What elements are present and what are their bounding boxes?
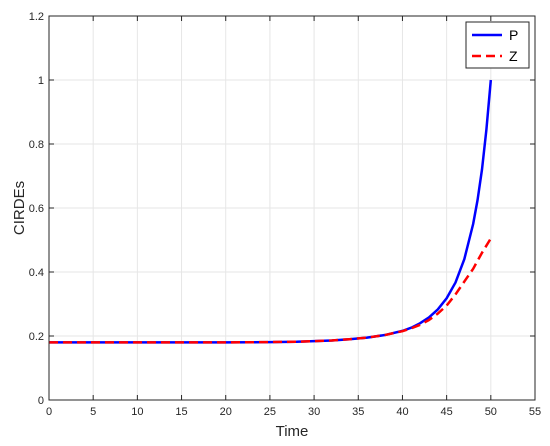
x-tick-label: 5 [90, 406, 96, 418]
x-tick-label: 45 [441, 406, 453, 418]
x-tick-label: 50 [485, 406, 497, 418]
y-tick-label: 0.4 [29, 267, 44, 279]
x-tick-label: 25 [264, 406, 276, 418]
x-tick-label: 40 [396, 406, 408, 418]
legend: PZ [465, 21, 530, 69]
legend-box [465, 21, 530, 69]
x-tick-label: 0 [46, 406, 52, 418]
series-line-z [49, 237, 492, 344]
x-axis-title: Time [276, 423, 309, 440]
legend-label-p: P [509, 27, 518, 43]
y-tick-label: 0.2 [29, 331, 44, 343]
legend-label-z: Z [509, 48, 518, 64]
x-tick-label: 35 [352, 406, 364, 418]
x-tick-label: 30 [308, 406, 320, 418]
y-axis-title: CIRDEs [11, 181, 28, 235]
x-tick-label: 20 [220, 406, 232, 418]
y-tick-label: 0 [38, 395, 44, 407]
y-tick-label: 0.8 [29, 139, 44, 151]
y-tick-label: 1.2 [29, 11, 44, 23]
y-tick-label: 0.6 [29, 203, 44, 215]
series-lines [49, 79, 493, 344]
x-tick-label: 15 [175, 406, 187, 418]
y-tick-label: 1 [38, 75, 44, 87]
x-tick-label: 55 [529, 406, 541, 418]
x-tick-label: 10 [131, 406, 143, 418]
axis-ticks: 0 5 10 15 20 25 30 35 40 45 50 55 0 0.2 0.4 0.6 0.8 1 1.2 [29, 11, 541, 418]
